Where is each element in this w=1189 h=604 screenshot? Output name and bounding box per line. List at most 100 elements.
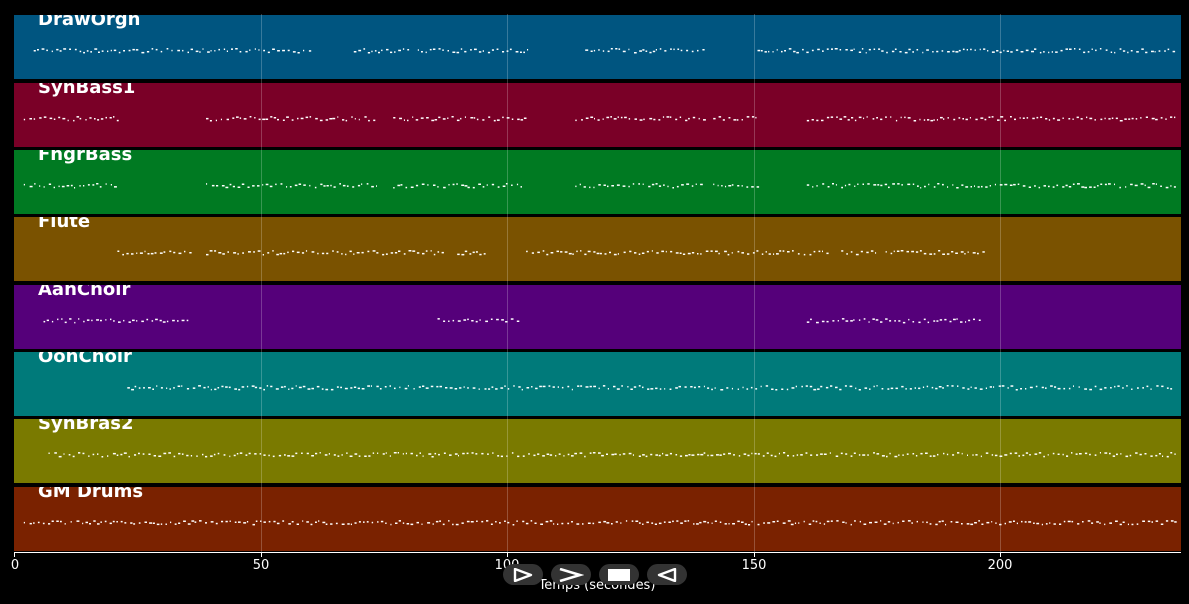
- note-mark: [263, 454, 266, 456]
- note-mark: [795, 385, 797, 388]
- note-mark: [190, 48, 193, 51]
- note-mark: [597, 119, 600, 121]
- note-mark: [567, 522, 570, 525]
- note-mark: [859, 520, 861, 523]
- note-mark: [105, 319, 107, 321]
- fast-forward-icon: [559, 567, 584, 582]
- note-mark: [1170, 116, 1173, 118]
- note-mark: [768, 253, 771, 255]
- note-mark: [670, 48, 672, 50]
- note-mark: [210, 455, 213, 457]
- note-mark: [555, 455, 557, 457]
- note-mark: [143, 387, 145, 389]
- note-mark: [1000, 116, 1004, 118]
- note-mark: [865, 52, 867, 54]
- note-mark: [249, 49, 251, 51]
- note-mark: [385, 522, 387, 524]
- note-mark: [855, 253, 859, 256]
- note-mark: [267, 252, 270, 254]
- note-mark: [160, 387, 163, 389]
- note-mark: [766, 452, 769, 454]
- note-mark: [679, 116, 682, 118]
- note-mark: [941, 520, 944, 522]
- note-mark: [662, 116, 665, 118]
- note-mark: [535, 387, 538, 390]
- note-mark: [977, 252, 979, 255]
- note-mark: [361, 388, 365, 390]
- note-mark: [797, 253, 800, 255]
- note-mark: [741, 119, 743, 121]
- note-mark: [406, 523, 410, 525]
- note-mark: [461, 522, 464, 524]
- note-mark: [642, 49, 645, 51]
- note-mark: [816, 454, 819, 456]
- track-fngrbass: FngrBass: [14, 150, 1181, 214]
- note-mark: [877, 184, 880, 186]
- fast-forward-button[interactable]: [551, 564, 591, 585]
- note-mark: [1119, 48, 1122, 50]
- note-mark: [1095, 49, 1097, 52]
- note-mark: [421, 51, 423, 53]
- note-mark: [858, 51, 862, 53]
- note-mark: [556, 250, 559, 253]
- note-mark: [1057, 387, 1061, 390]
- note-mark: [826, 116, 830, 119]
- stop-button[interactable]: [599, 564, 639, 585]
- note-mark: [650, 388, 654, 390]
- note-mark: [141, 51, 145, 54]
- note-mark: [367, 52, 371, 54]
- note-mark: [226, 50, 228, 52]
- note-mark: [844, 184, 847, 187]
- note-mark: [109, 117, 112, 119]
- note-mark: [287, 49, 290, 52]
- note-mark: [968, 319, 971, 322]
- note-mark: [887, 521, 891, 523]
- note-mark: [933, 186, 936, 188]
- note-mark: [190, 455, 193, 457]
- note-mark: [981, 523, 984, 525]
- note-mark: [315, 521, 317, 523]
- note-mark: [1024, 521, 1027, 523]
- note-mark: [361, 251, 364, 254]
- note-mark: [542, 385, 546, 388]
- note-mark: [506, 117, 510, 119]
- note-mark: [596, 252, 600, 255]
- note-mark: [847, 119, 850, 121]
- note-mark: [96, 319, 99, 321]
- note-mark: [943, 118, 945, 120]
- note-mark: [822, 183, 825, 185]
- note-mark: [622, 185, 626, 187]
- note-mark: [606, 522, 610, 524]
- note-mark: [1140, 183, 1144, 185]
- note-mark: [912, 183, 915, 185]
- note-mark: [1052, 186, 1055, 188]
- note-mark: [956, 318, 958, 320]
- note-mark: [907, 117, 911, 119]
- note-mark: [863, 523, 867, 525]
- note-mark: [691, 454, 695, 456]
- note-mark: [1145, 51, 1148, 54]
- note-mark: [757, 453, 760, 455]
- note-mark: [202, 453, 204, 456]
- note-mark: [1014, 118, 1016, 121]
- note-mark: [363, 48, 366, 50]
- note-mark: [156, 523, 160, 526]
- note-mark: [767, 522, 771, 524]
- note-mark: [620, 522, 622, 524]
- note-mark: [101, 50, 104, 52]
- note-mark: [464, 116, 466, 118]
- note-mark: [727, 253, 730, 256]
- note-mark: [268, 520, 271, 523]
- note-mark: [926, 49, 929, 51]
- note-mark: [696, 523, 699, 525]
- play-button[interactable]: [503, 564, 543, 585]
- note-mark: [443, 452, 446, 454]
- note-mark: [186, 319, 189, 322]
- note-mark: [66, 185, 70, 187]
- note-mark: [719, 454, 722, 456]
- rewind-button[interactable]: [647, 564, 687, 585]
- note-mark: [726, 387, 729, 389]
- note-mark: [635, 520, 639, 522]
- note-mark: [892, 522, 894, 525]
- note-mark: [350, 387, 353, 389]
